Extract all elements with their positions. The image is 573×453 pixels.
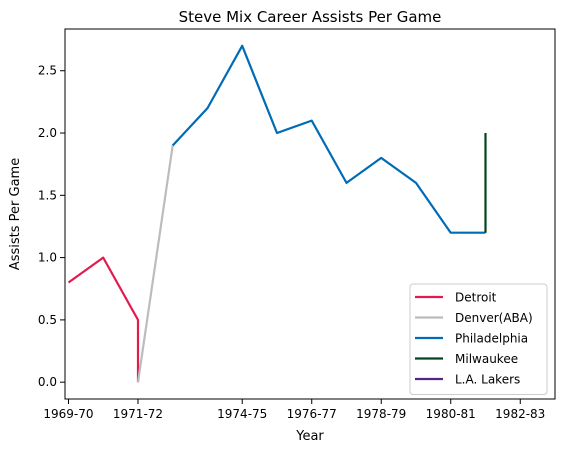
legend-label: Detroit bbox=[455, 291, 497, 305]
chart-title: Steve Mix Career Assists Per Game bbox=[179, 8, 442, 26]
x-tick-label: 1971-72 bbox=[113, 407, 163, 421]
legend-label: Denver(ABA) bbox=[455, 311, 533, 325]
y-tick-label: 0.5 bbox=[38, 313, 57, 327]
x-tick-label: 1976-77 bbox=[287, 407, 337, 421]
x-tick-label: 1982-83 bbox=[495, 407, 545, 421]
y-tick-label: 2.5 bbox=[38, 64, 57, 78]
x-axis-label: Year bbox=[295, 429, 324, 444]
legend-label: Philadelphia bbox=[455, 332, 528, 346]
legend: Detroit Denver(ABA) Philadelphia Milwaukee L… bbox=[409, 283, 548, 395]
y-axis: 0.0 0.5 1.0 1.5 2.0 2.5 bbox=[38, 64, 65, 389]
x-tick-label: 1974-75 bbox=[217, 407, 267, 421]
legend-label: Milwaukee bbox=[455, 352, 518, 366]
series-line-denver-aba bbox=[136, 145, 174, 383]
y-tick-label: 1.0 bbox=[38, 251, 57, 265]
legend-box bbox=[409, 283, 548, 395]
y-tick-label: 0.0 bbox=[38, 375, 57, 389]
legend-label: L.A. Lakers bbox=[455, 373, 520, 387]
x-tick-label: 1978-79 bbox=[356, 407, 406, 421]
plot-frame bbox=[64, 28, 556, 400]
series-line-detroit bbox=[67, 256, 140, 383]
x-axis: 1969-70 1971-72 1974-75 1976-77 1978-79 1980-… bbox=[43, 399, 545, 421]
x-tick-label: 1980-81 bbox=[426, 407, 476, 421]
plot-lines bbox=[67, 44, 487, 383]
y-tick-label: 2.0 bbox=[38, 126, 57, 140]
y-tick-label: 1.5 bbox=[38, 188, 57, 202]
series-line-philadelphia bbox=[171, 44, 486, 234]
y-axis-label: Assists Per Game bbox=[8, 158, 23, 270]
x-tick-label: 1969-70 bbox=[43, 407, 93, 421]
